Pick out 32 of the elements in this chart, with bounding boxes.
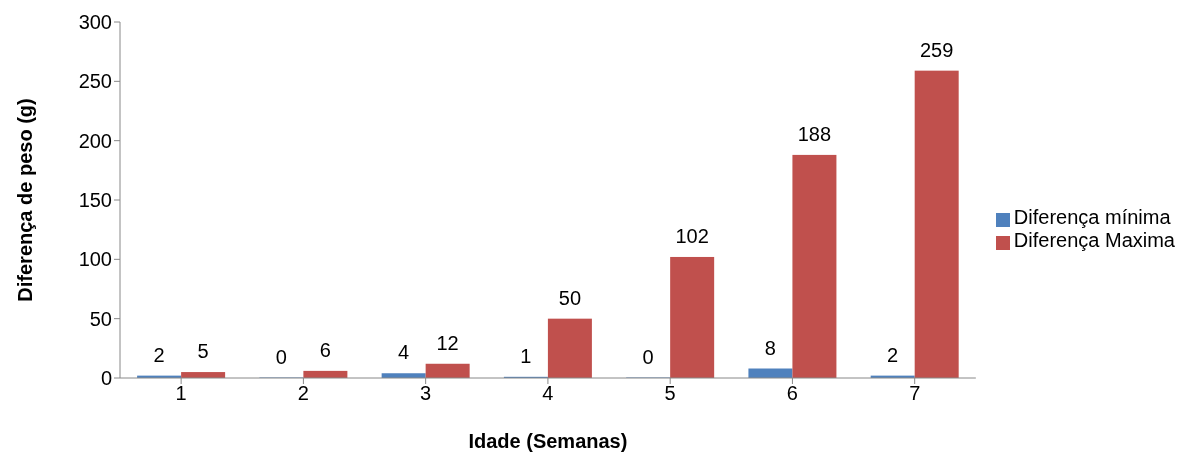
data-label: 188 — [797, 122, 832, 145]
y-tick-label: 150 — [78, 189, 112, 212]
data-label: 5 — [197, 340, 209, 363]
data-label: 12 — [436, 331, 459, 354]
x-tick-label: 4 — [542, 382, 554, 405]
data-label: 2 — [887, 343, 899, 366]
x-tick-label: 2 — [297, 382, 309, 405]
data-label: 102 — [675, 224, 709, 247]
data-label: 50 — [558, 286, 582, 309]
data-label: 1 — [520, 344, 532, 367]
data-label: 6 — [319, 338, 331, 361]
y-axis-title: Diferença de peso (g) — [14, 98, 37, 302]
x-tick-label: 1 — [175, 382, 187, 405]
y-tick-label: 0 — [100, 367, 112, 390]
x-axis-title: Idade (Semanas) — [468, 430, 628, 452]
legend-label: Diferença mínima — [1013, 206, 1171, 228]
x-tick-label: 7 — [909, 382, 921, 405]
data-label: 2 — [153, 343, 165, 366]
data-label: 0 — [275, 346, 287, 368]
y-tick-label: 50 — [89, 307, 112, 330]
x-tick-label: 6 — [786, 382, 798, 405]
y-tick-label: 200 — [78, 129, 112, 152]
y-tick-label: 250 — [78, 70, 112, 93]
data-label: 0 — [642, 346, 654, 368]
y-tick-label: 300 — [78, 11, 112, 34]
data-label: 4 — [398, 341, 410, 364]
x-tick-label: 5 — [664, 382, 676, 405]
x-tick-label: 3 — [420, 382, 432, 405]
y-tick-label: 100 — [78, 248, 112, 271]
legend-label: Diferença Maxima — [1013, 229, 1175, 251]
data-label: 259 — [920, 38, 954, 61]
data-label: 8 — [764, 336, 776, 359]
